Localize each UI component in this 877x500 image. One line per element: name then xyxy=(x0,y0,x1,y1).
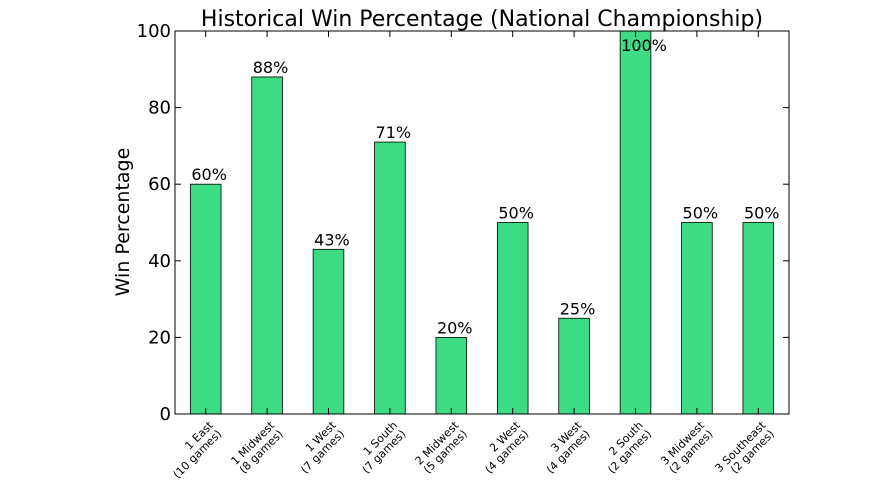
y-tick-label: 20 xyxy=(148,327,171,348)
plot-area-frame xyxy=(174,30,790,415)
y-axis-ticks: 0 20 40 60 80 100 xyxy=(137,21,789,425)
x-tick-label: 1 South(7 games) xyxy=(351,419,408,476)
bar xyxy=(435,336,468,415)
data-label: 50% xyxy=(683,204,719,223)
x-tick-label: 1 East(10 games) xyxy=(162,418,225,481)
chart-title: Historical Win Percentage (National Cham… xyxy=(201,7,763,32)
data-label: 20% xyxy=(437,318,473,337)
bar xyxy=(496,222,529,415)
bar xyxy=(189,183,222,415)
bar xyxy=(619,30,652,415)
bar xyxy=(312,248,345,415)
data-label: 60% xyxy=(191,165,227,184)
x-tick-label: 3 Midwest(2 games) xyxy=(658,418,716,476)
x-tick-label: 1 West(7 games) xyxy=(290,418,348,476)
x-tick-label: 2 Midwest(5 games) xyxy=(413,418,471,476)
x-tick-label: 1 Midwest(8 games) xyxy=(228,418,286,476)
data-label: 100% xyxy=(621,36,667,55)
x-tick-label: 2 South(2 games) xyxy=(597,419,654,476)
bar xyxy=(742,222,775,415)
data-label: 88% xyxy=(253,58,289,77)
bar xyxy=(558,317,590,415)
data-label: 25% xyxy=(560,299,596,318)
x-tick-label: 2 West(4 games) xyxy=(474,418,532,476)
bar xyxy=(374,141,406,415)
y-tick-label: 0 xyxy=(160,404,171,425)
bars-group xyxy=(189,30,775,415)
y-tick-label: 40 xyxy=(148,251,171,272)
y-tick-label: 100 xyxy=(137,21,171,42)
data-labels-group: 60% 88% 43% 71% 20% 50% 25% 100% 50% 50% xyxy=(191,36,779,337)
x-tick-label: 3 Southeast(2 games) xyxy=(713,418,778,483)
data-label: 50% xyxy=(498,204,534,223)
data-label: 71% xyxy=(376,123,412,142)
y-tick-label: 80 xyxy=(148,98,171,119)
y-axis-label: Win Percentage xyxy=(112,148,134,297)
bar xyxy=(681,222,713,415)
data-label: 50% xyxy=(744,204,780,223)
y-tick-label: 60 xyxy=(148,174,171,195)
x-tick-label: 3 West(4 games) xyxy=(535,418,593,476)
data-label: 43% xyxy=(314,230,350,249)
bar xyxy=(251,76,283,415)
